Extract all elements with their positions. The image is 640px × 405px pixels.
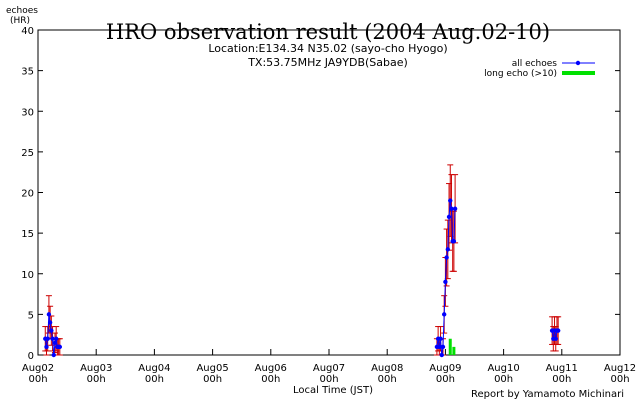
x-tick-label-hour: 00h [552, 374, 571, 385]
x-axis-label: Local Time (JST) [293, 385, 373, 396]
legend-label-long-echo: long echo (>10) [484, 69, 557, 79]
x-tick-label-date: Aug05 [196, 363, 228, 374]
data-point [448, 198, 453, 203]
data-point [44, 344, 49, 350]
x-tick-label-date: Aug12 [604, 363, 636, 374]
y-tick-label: 15 [21, 229, 34, 240]
data-marks [42, 164, 562, 358]
legend-marker-all-echoes [575, 60, 581, 66]
data-point [46, 312, 52, 317]
credit-text: Report by Yamamoto Michinari [471, 389, 624, 400]
series-line-segment [47, 314, 50, 339]
x-tick-label-date: Aug11 [546, 363, 578, 374]
x-tick-label-hour: 00h [319, 374, 338, 385]
data-point [445, 247, 451, 252]
x-tick-label-hour: 00h [203, 374, 222, 385]
data-point [45, 336, 50, 341]
x-tick-label-date: Aug10 [487, 363, 519, 374]
x-tick-label-date: Aug06 [255, 363, 287, 374]
x-tick-label-date: Aug07 [313, 363, 345, 374]
x-tick-label-hour: 00h [87, 374, 106, 385]
y-axis-label-line1: echoes [6, 6, 38, 16]
y-tick-label: 0 [28, 351, 34, 362]
x-tick-label-hour: 00h [610, 374, 629, 385]
series-line-segment [450, 208, 454, 242]
series-line-segment [447, 216, 450, 250]
long-echo-bar [452, 346, 456, 355]
series-line-segment [453, 208, 456, 242]
x-tick-label-hour: 00h [261, 374, 280, 385]
data-point [444, 255, 449, 260]
legend-swatch-long-echo [562, 71, 595, 75]
y-axis-label-line2: (HR) [10, 16, 30, 26]
x-tick-label-date: Aug04 [138, 363, 170, 374]
chart-subtitle-location: Location:E134.34 N35.02 (sayo-cho Hyogo) [208, 42, 447, 55]
series-line-segment [442, 314, 445, 347]
y-tick-label: 30 [21, 107, 34, 118]
x-tick-label-date: Aug08 [371, 363, 403, 374]
data-point [443, 279, 448, 285]
y-tick-label: 5 [28, 310, 34, 321]
data-point [446, 214, 452, 220]
x-tick-label-hour: 00h [436, 374, 455, 385]
x-tick-label-date: Aug02 [22, 363, 54, 374]
y-tick-label: 10 [21, 270, 34, 281]
data-point [52, 340, 58, 346]
data-point [57, 344, 63, 350]
series-line-segment [444, 257, 448, 282]
data-point [49, 328, 54, 333]
x-tick-label-date: Aug09 [429, 363, 461, 374]
data-point [452, 206, 458, 211]
x-tick-label-hour: 00h [145, 374, 164, 385]
data-point [437, 344, 442, 350]
data-point [438, 336, 443, 341]
data-point [47, 320, 53, 325]
data-point [439, 352, 444, 358]
x-tick-label-date: Aug03 [80, 363, 112, 374]
data-point [50, 336, 55, 341]
data-point [53, 336, 59, 341]
long-echo-bar [448, 338, 452, 355]
chart-subtitle-tx: TX:53.75MHz JA9YDB(Sabae) [247, 56, 408, 69]
data-point [441, 312, 447, 317]
data-point [553, 336, 558, 341]
y-tick-label: 20 [21, 189, 34, 200]
legend: all echoes long echo (>10) [484, 59, 595, 79]
y-tick-label: 25 [21, 148, 34, 159]
chart-title: HRO observation result (2004 Aug.02-10) [106, 20, 550, 44]
x-tick-label-hour: 00h [494, 374, 513, 385]
data-point [51, 352, 56, 358]
y-tick-label: 40 [21, 26, 34, 37]
x-tick-label-hour: 00h [28, 374, 47, 385]
axes: 0510152025303540Aug0200hAug0300hAug0400h… [21, 26, 636, 385]
legend-label-all-echoes: all echoes [512, 59, 558, 69]
y-tick-label: 35 [21, 67, 34, 78]
data-point [449, 206, 454, 211]
data-point [440, 344, 446, 350]
x-tick-label-hour: 00h [378, 374, 397, 385]
data-point [555, 328, 561, 333]
series-line-segment [443, 281, 446, 315]
data-point [451, 239, 457, 244]
